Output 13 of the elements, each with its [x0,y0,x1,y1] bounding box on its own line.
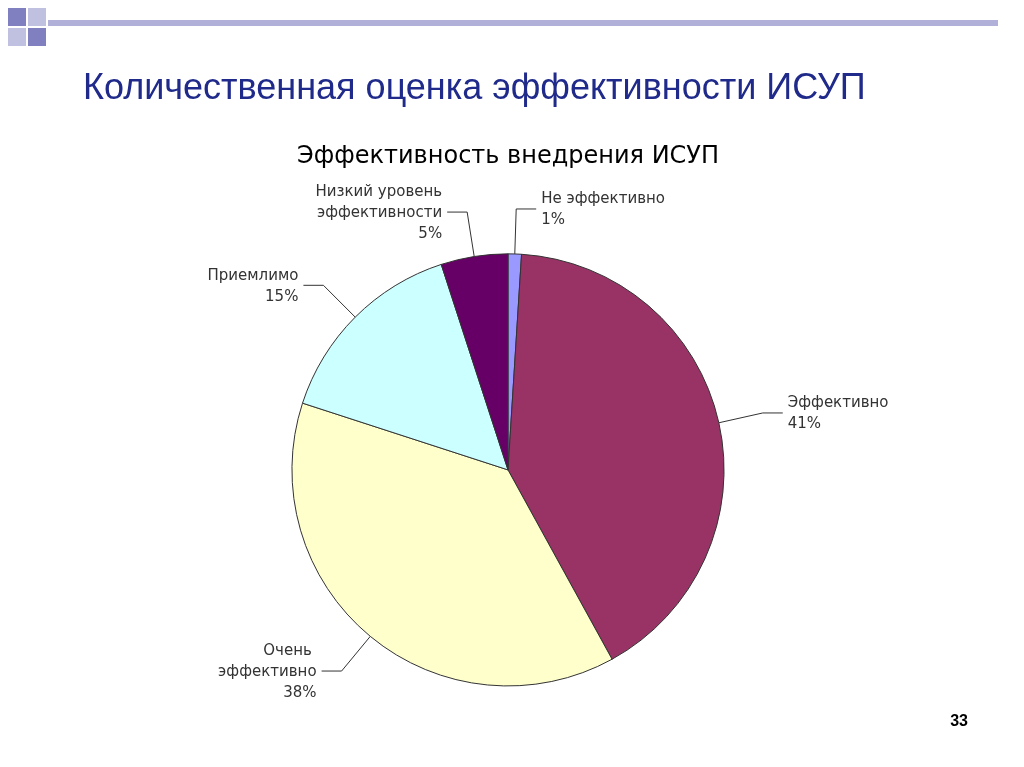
data-label: 1% [541,210,565,229]
slice-label: Очень эффективно [218,641,317,681]
slice-label: Не эффективно [541,189,665,208]
chart-subtitle: Эффективность внедрения ИСУП [296,141,720,169]
data-label: 38% [283,683,317,702]
data-label: 5% [418,224,443,243]
data-label: 15% [265,286,299,305]
slice-label: Эффективно [787,393,889,412]
slice-label: Низкий уровень эффективности [312,182,443,222]
data-label: 41% [787,414,822,433]
chart-title: Количественная оценка эффективности ИСУП [83,65,866,107]
slice-label: Приемлимо [207,265,299,284]
text: 33 [950,711,969,729]
